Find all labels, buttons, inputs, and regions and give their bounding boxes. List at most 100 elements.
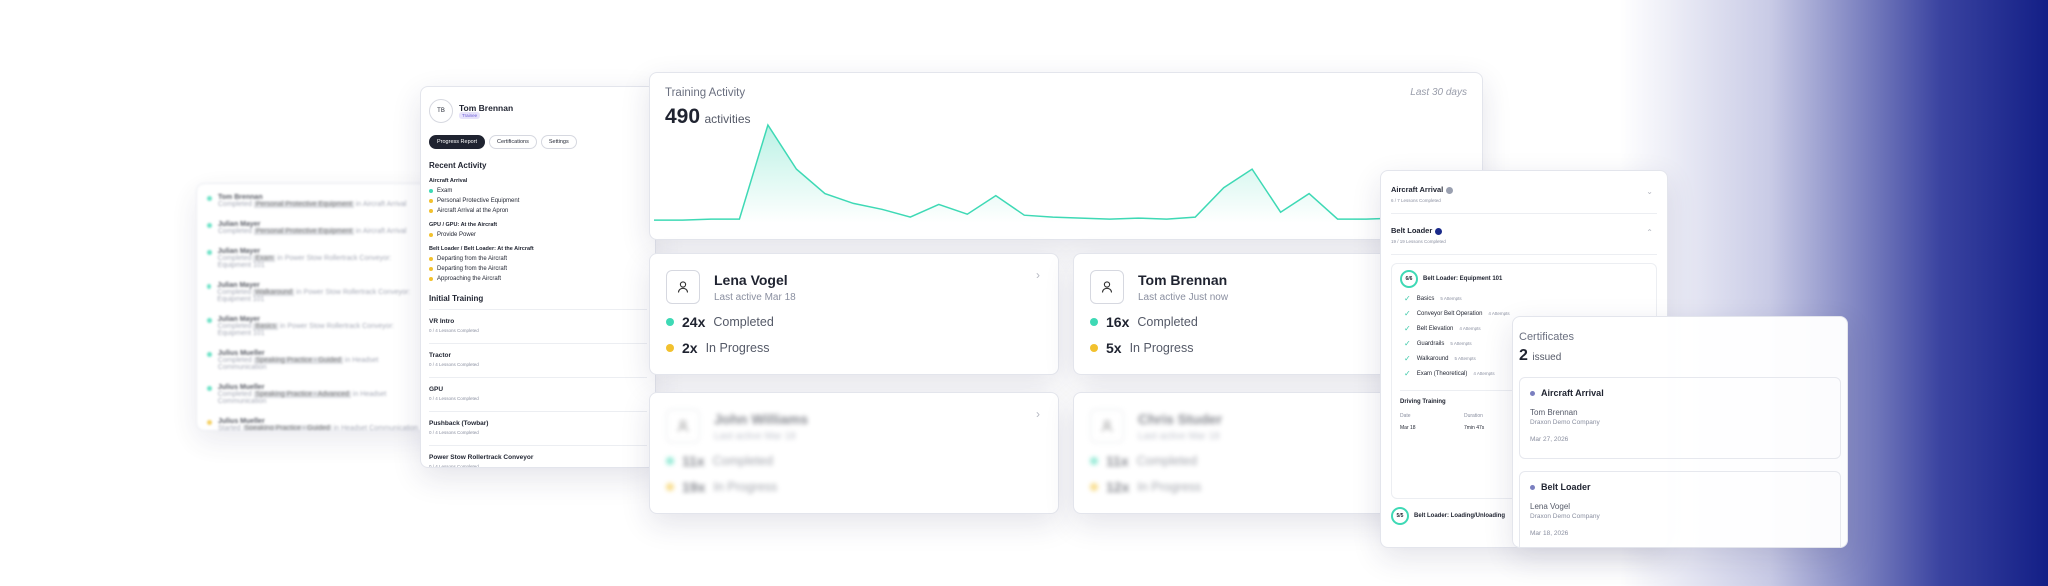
card-header: John Williams Last active Mar 18 (666, 409, 1042, 443)
cert-course: Aircraft Arrival (1541, 388, 1604, 398)
module-name: Power Stow Rollertrack Conveyor (429, 454, 534, 461)
stat: 16x Completed (1090, 314, 1466, 330)
stat-count: 11x (682, 453, 705, 469)
status-dot (429, 189, 433, 193)
status-dot (207, 196, 212, 201)
status-dot (666, 344, 674, 352)
chevron: › (1036, 407, 1040, 421)
last-active: Last active Mar 18 (1138, 430, 1220, 442)
feed-item: Speaking Practice - Guided (242, 425, 332, 431)
last-active: Last active Mar 18 (714, 291, 796, 303)
status-dot (207, 250, 212, 255)
feed-row: Julian Mayer Completed Exam in Power Stow… (207, 248, 425, 269)
stat-label: Completed (1136, 454, 1198, 468)
chevron: › (1036, 268, 1040, 282)
course[interactable]: Aircraft Arrival 6 / 7 Lessons Completed ⌄ (1391, 181, 1657, 214)
recent-groups: Aircraft Arrival Exam Personal Protective … (429, 178, 647, 282)
tab[interactable]: Certifications (489, 135, 537, 149)
stat-count: 2x (682, 340, 698, 356)
check: ✓ (1404, 324, 1411, 333)
lesson-name: Exam (Theoretical) (1416, 370, 1468, 377)
card-header: Chris Studer Last active Mar 18 (1090, 409, 1466, 443)
progress-ring: 5/5 (1391, 507, 1409, 525)
card-body: Lena Vogel Last active Mar 18 24x Completed… (666, 270, 1042, 356)
last-active: Last active Mar 18 (714, 430, 796, 442)
module-name: Belt Loader: Loading/Unloading (1414, 513, 1505, 519)
feed-context: in Power Stow Rollertrack Conveyor: Equi… (217, 255, 392, 269)
card-header: Tom Brennan Last active Just now (1090, 270, 1466, 304)
feed-row: Julius Mueller Started Speaking Practice … (207, 418, 425, 431)
check: ✓ (1404, 294, 1411, 303)
cert-course: Belt Loader (1541, 482, 1591, 492)
trainee-card[interactable]: John Williams Last active Mar 18 11x Comple… (649, 392, 1059, 514)
lesson: ✓ Conveyor Belt Operation 4 Attempts (1404, 309, 1648, 318)
profile-name-block: Tom Brennan Trainee (459, 103, 513, 119)
status-dot (207, 386, 212, 391)
total-block: 490 activities (665, 105, 751, 129)
activity-line (654, 123, 1481, 221)
check: ✓ (1404, 354, 1411, 363)
section-title: Recent Activity (429, 161, 487, 170)
total-unit: activities (704, 112, 751, 126)
feed-line: Completed Walkaround in Power Stow Rolle… (217, 289, 425, 303)
driving-title: Driving Training (1400, 399, 1446, 405)
status-dot (1090, 318, 1098, 326)
tab[interactable]: Settings (540, 135, 577, 149)
certificate[interactable]: Belt Loader Lena Vogel Draxon Demo Company… (1519, 471, 1841, 547)
check: ✓ (1404, 339, 1411, 348)
course-name: Aircraft Arrival (1391, 185, 1444, 194)
section-title: Initial Training (429, 294, 484, 303)
feed-row: Julius Mueller Completed Speaking Practic… (207, 350, 425, 371)
feed-action: Completed (217, 391, 252, 398)
module[interactable]: Power Stow Rollertrack Conveyor 0 / 4 Les… (429, 445, 647, 468)
cert-count-block: 2 issued (1519, 347, 1841, 365)
stats: 11x Completed 19x In Progress (666, 453, 1042, 495)
feed-name: Julius Mueller (217, 384, 265, 391)
feed-line: Completed Speaking Practice - Guided in … (218, 357, 425, 371)
avatar: TB (429, 99, 453, 123)
cert-company: Draxon Demo Company (1530, 513, 1600, 520)
card-body: Chris Studer Last active Mar 18 11x Complet… (1090, 409, 1466, 495)
module[interactable]: Pushback (Towbar) 0 / 4 Lessons Completed (429, 411, 647, 445)
certificate[interactable]: Aircraft Arrival Tom Brennan Draxon Demo C… (1519, 377, 1841, 459)
module[interactable]: GPU 0 / 4 Lessons Completed (429, 377, 647, 411)
lesson: ✓ Walkaround 5 Attempts (1404, 354, 1648, 363)
module-progress: 0 / 4 Lessons Completed (429, 396, 479, 401)
module-name: Belt Loader: Equipment 101 (1423, 276, 1503, 282)
feed-text: Julius Mueller Completed Speaking Practic… (218, 384, 425, 405)
module[interactable]: Tractor 0 / 4 Lessons Completed (429, 343, 647, 377)
feed-item: Speaking Practice - Guided (253, 357, 343, 364)
feed-item: Speaking Practice - Advanced (253, 391, 351, 398)
feed-item: Exam (253, 255, 276, 262)
trainee-name: Chris Studer (1138, 410, 1223, 427)
avatar (666, 409, 700, 443)
trainee-card[interactable]: Lena Vogel Last active Mar 18 24x Completed… (649, 253, 1059, 375)
feed-item: Basics (253, 323, 279, 330)
feed-text: Tom Brennan Completed Personal Protective… (218, 194, 406, 208)
lesson: ✓ Guardrails 5 Attempts (1404, 339, 1648, 348)
cert-count: 2 (1519, 347, 1528, 364)
feed-context: in Aircraft Arrival (355, 201, 407, 208)
feed-context: in Aircraft Arrival (355, 228, 407, 235)
status-dot (1090, 483, 1098, 491)
feed-row: Tom Brennan Completed Personal Protective… (207, 194, 425, 208)
module-progress: 0 / 4 Lessons Completed (429, 464, 479, 468)
name-block: Chris Studer Last active Mar 18 (1138, 411, 1222, 442)
item-label: Provide Power (437, 232, 477, 238)
lesson: ✓ Exam (Theoretical) 4 Attempts (1404, 369, 1648, 378)
attempts: 5 Attempts (1450, 341, 1472, 346)
feed-item: Personal Protective Equipment (253, 228, 354, 235)
course-title: Belt Loader (1391, 226, 1657, 235)
module[interactable]: VR Intro 0 / 4 Lessons Completed (429, 309, 647, 343)
group-title: Belt Loader / Belt Loader: At the Aircra… (429, 246, 534, 252)
tab[interactable]: Progress Report (429, 135, 486, 149)
feed-line: Started Speaking Practice - Guided in He… (218, 425, 418, 431)
stat-label: In Progress (713, 480, 778, 494)
trainee-name: Lena Vogel (714, 271, 788, 288)
course[interactable]: Belt Loader 19 / 19 Lessons Completed ⌃ (1391, 222, 1657, 255)
progress-ring: 6/6 (1400, 270, 1418, 288)
module-name: GPU (429, 386, 444, 393)
feed-row: Julian Mayer Completed Personal Protectiv… (207, 221, 425, 235)
feed-name: Julian Mayer (217, 282, 260, 289)
